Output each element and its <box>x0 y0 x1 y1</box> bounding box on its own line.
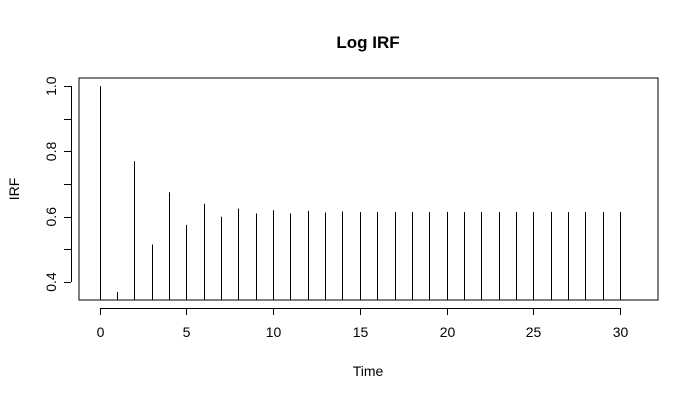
chart-title: Log IRF <box>336 33 399 52</box>
y-tick-label-0.6: 0.6 <box>43 207 59 227</box>
x-tick-label-30: 30 <box>613 324 629 340</box>
x-tick-label-25: 25 <box>526 324 542 340</box>
x-tick-label-5: 5 <box>183 324 191 340</box>
x-tick-label-10: 10 <box>266 324 282 340</box>
y-tick-label-0.4: 0.4 <box>43 272 59 292</box>
x-tick-label-0: 0 <box>97 324 105 340</box>
bars <box>100 86 621 300</box>
x-tick-label-20: 20 <box>440 324 456 340</box>
plot-frame <box>78 77 659 301</box>
y-axis: 0.4 0.6 0.8 1.0 <box>43 76 72 292</box>
x-tick-label-15: 15 <box>353 324 369 340</box>
y-axis-label: IRF <box>6 178 22 201</box>
y-tick-label-0.8: 0.8 <box>43 142 59 162</box>
y-tick-label-1: 1.0 <box>43 76 59 96</box>
x-axis: 0 5 10 15 20 25 30 <box>97 308 629 340</box>
x-axis-label: Time <box>353 363 384 379</box>
